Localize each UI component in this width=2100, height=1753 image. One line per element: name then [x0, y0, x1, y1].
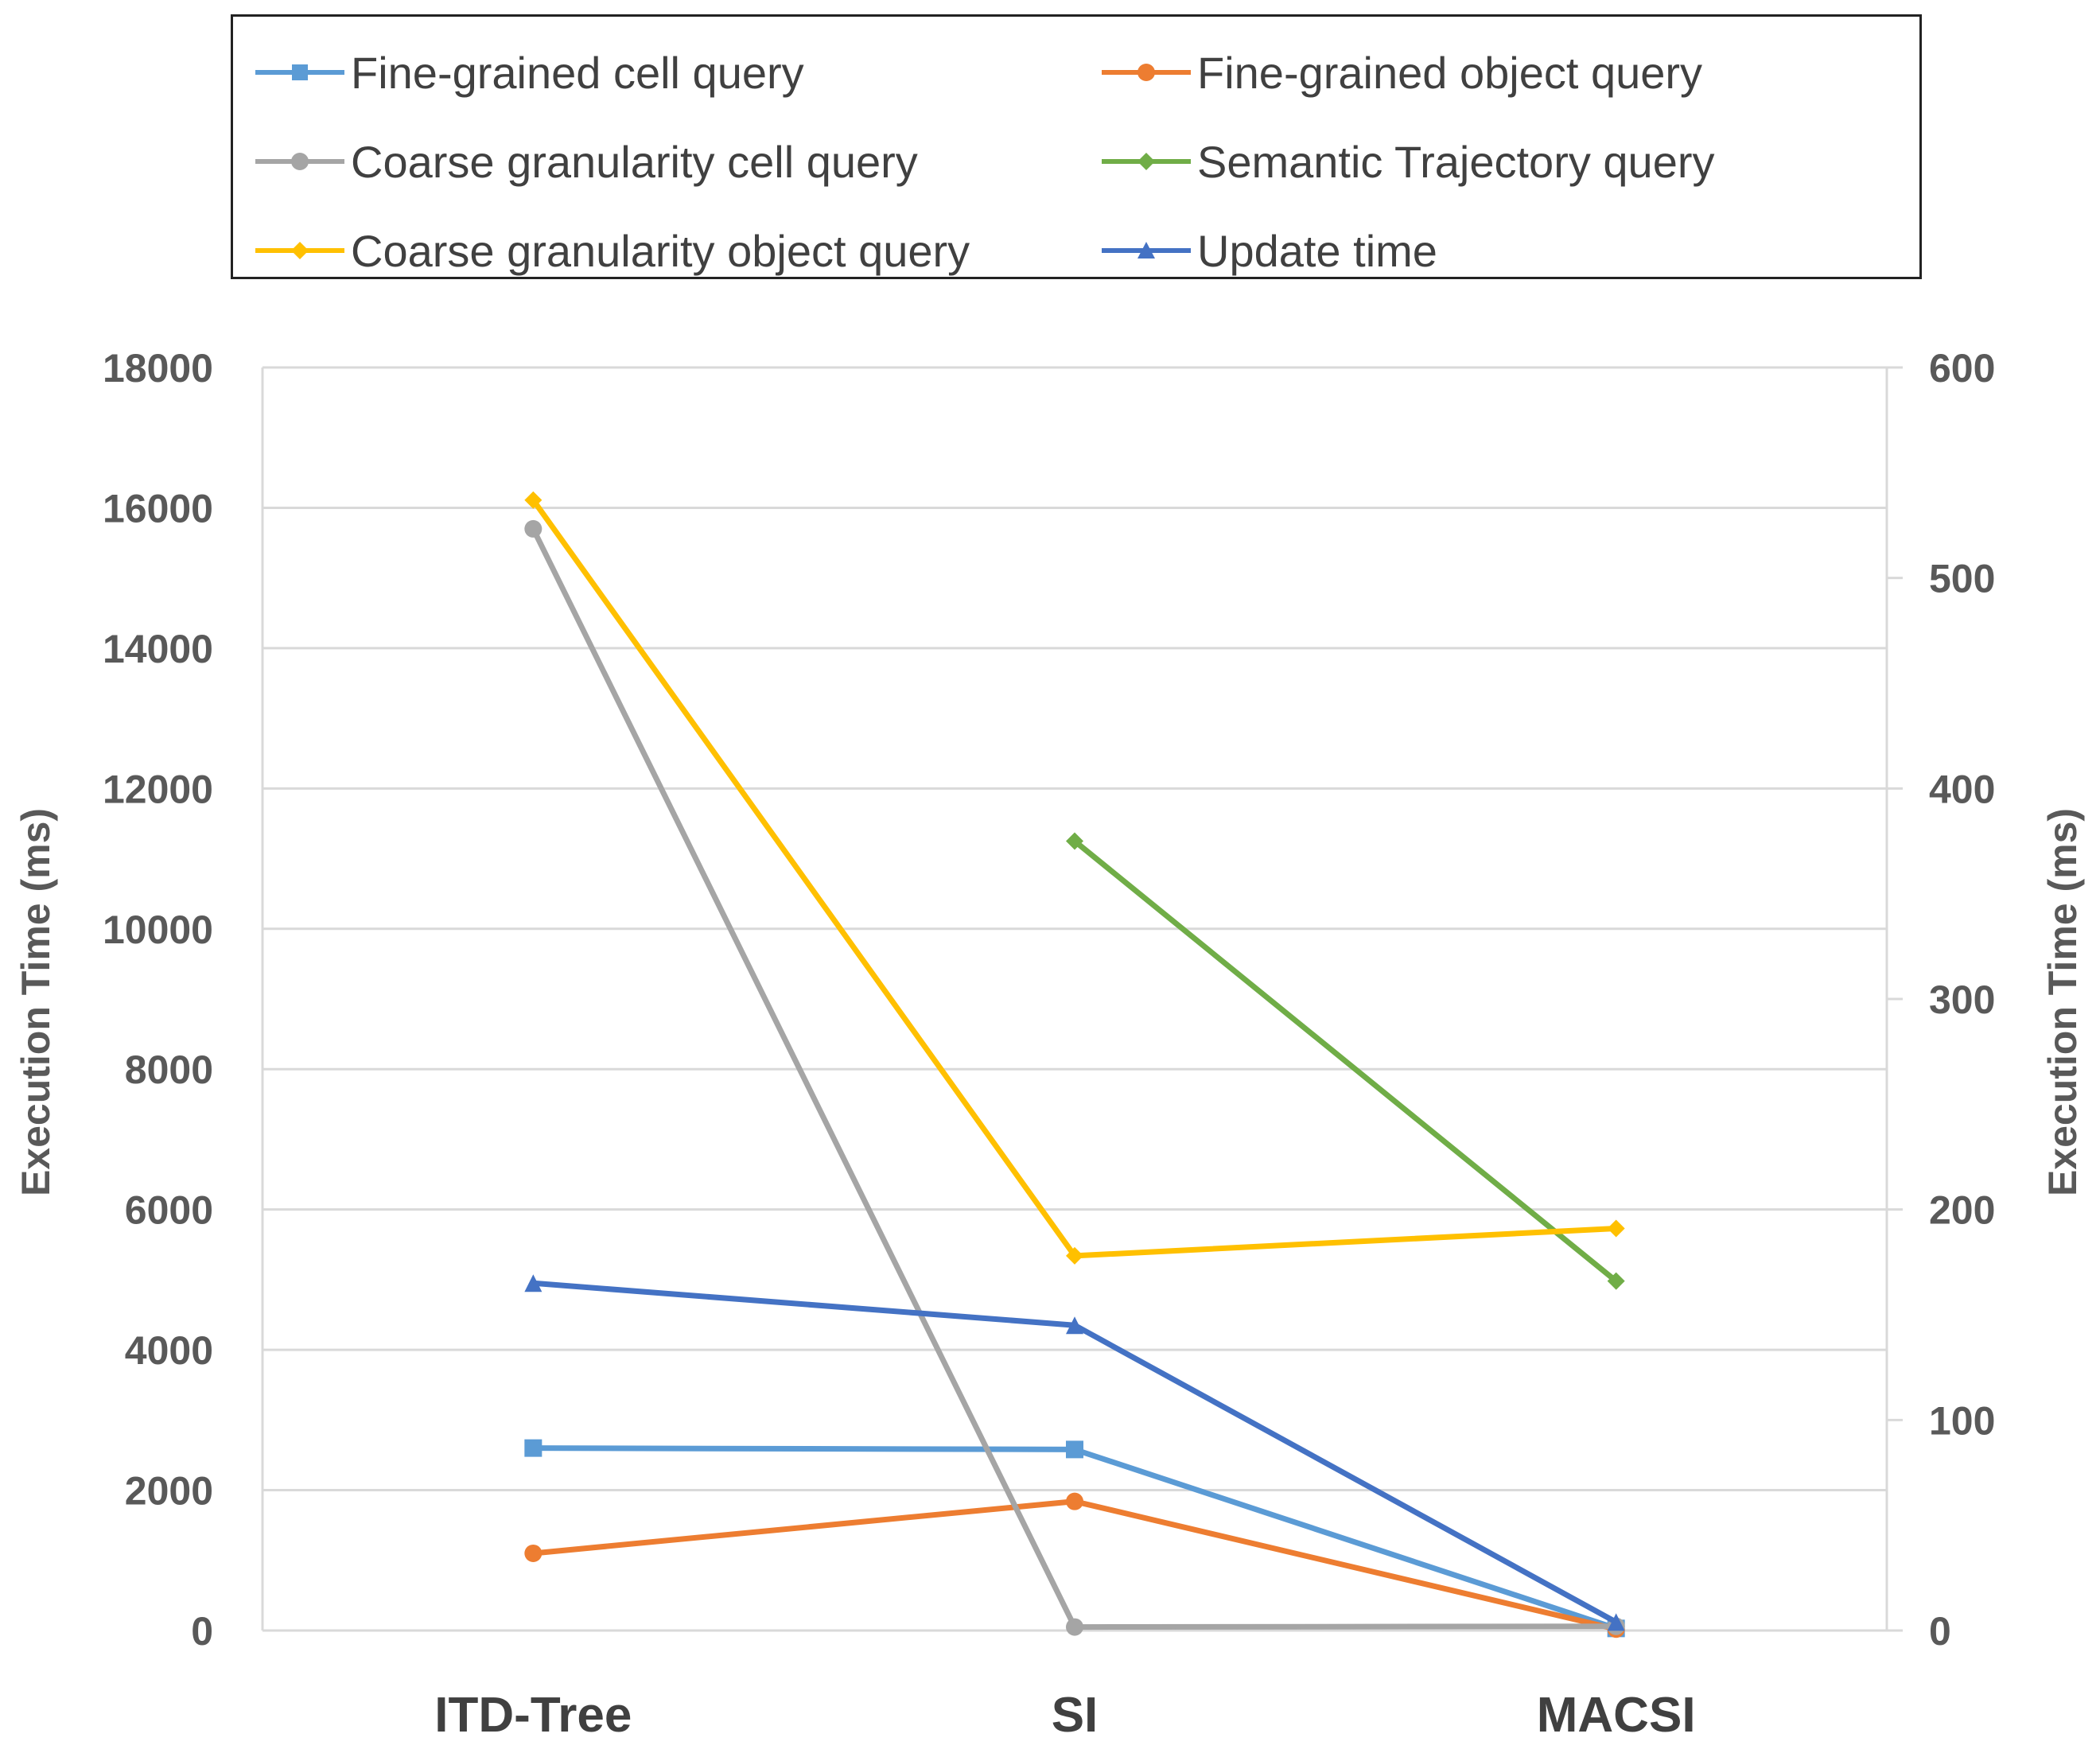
legend-label: Fine-grained object query — [1197, 47, 1703, 98]
data-point-update-time — [1066, 1316, 1083, 1335]
series-line-fine-grained-object-query — [532, 1498, 1617, 1632]
y-right-tick-label: 500 — [1929, 557, 1995, 601]
series-line-semantic-trajectory-query — [1072, 838, 1618, 1284]
data-point-coarse-granularity-object-query — [524, 491, 542, 509]
y-left-tick-label: 2000 — [125, 1469, 213, 1514]
legend-swatch-coarse-granularity-object-query — [255, 242, 344, 259]
series-line-coarse-granularity-cell-query — [531, 527, 1616, 1631]
y-left-tick-label: 16000 — [103, 486, 213, 531]
data-point-update-time — [1607, 1613, 1625, 1631]
data-point-semantic-trajectory-query — [1607, 1272, 1625, 1290]
legend-label: Semantic Trajectory query — [1197, 136, 1715, 187]
data-point-coarse-granularity-cell-query — [1066, 1618, 1083, 1636]
data-point-semantic-trajectory-query — [1066, 832, 1083, 850]
y-right-tick-label: 0 — [1929, 1609, 1951, 1654]
data-point-fine-grained-cell-query — [524, 1439, 542, 1457]
legend-item-fine-grained-object-query: Fine-grained object query — [1102, 41, 1702, 104]
legend-swatch-fine-grained-cell-query — [255, 64, 344, 80]
data-point-fine-grained-cell-query — [1066, 1440, 1083, 1459]
y-right-tick-label: 600 — [1929, 346, 1995, 391]
data-point-coarse-granularity-object-query — [1607, 1219, 1625, 1238]
legend: Fine-grained cell query Fine-grained obj… — [231, 14, 1922, 279]
legend-item-coarse-granularity-cell-query: Coarse granularity cell query — [255, 130, 918, 193]
y-left-tick-label: 4000 — [125, 1328, 213, 1373]
data-point-fine-grained-object-query — [524, 1544, 542, 1562]
data-point-coarse-granularity-object-query — [1066, 1246, 1083, 1265]
legend-swatch-coarse-granularity-cell-query — [255, 153, 344, 170]
y-left-tick-label: 12000 — [103, 767, 213, 811]
series-line-coarse-granularity-object-query — [531, 498, 1616, 1259]
legend-label: Fine-grained cell query — [351, 47, 804, 98]
legend-item-semantic-trajectory-query: Semantic Trajectory query — [1102, 130, 1714, 193]
legend-item-coarse-granularity-object-query: Coarse granularity object query — [255, 219, 970, 282]
axes: 0200040006000800010000120001400016000180… — [103, 346, 1995, 1743]
legend-label: Coarse granularity object query — [351, 225, 970, 276]
legend-label: Coarse granularity cell query — [351, 136, 918, 187]
series — [524, 491, 1625, 1638]
legend-item-fine-grained-cell-query: Fine-grained cell query — [255, 41, 804, 104]
x-category-label: SI — [1052, 1688, 1099, 1743]
y-left-tick-label: 10000 — [103, 908, 213, 952]
x-category-label: ITD-Tree — [434, 1688, 632, 1743]
y-left-tick-label: 6000 — [125, 1188, 213, 1233]
legend-swatch-update-time — [1102, 242, 1191, 258]
legend-item-update-time: Update time — [1102, 219, 1437, 282]
data-point-fine-grained-object-query — [1066, 1492, 1083, 1510]
y-left-tick-label: 8000 — [125, 1048, 213, 1092]
legend-swatch-fine-grained-object-query — [1102, 64, 1191, 81]
y-left-tick-label: 18000 — [103, 346, 213, 391]
y-right-tick-label: 100 — [1929, 1398, 1995, 1443]
y-axis-right-label: Execution Time (ms) — [2040, 808, 2085, 1196]
y-right-tick-label: 300 — [1929, 978, 1995, 1022]
y-left-tick-label: 14000 — [103, 627, 213, 671]
y-left-tick-label: 0 — [191, 1609, 213, 1654]
y-right-tick-label: 200 — [1929, 1188, 1995, 1233]
y-axis-left-label: Execution Time (ms) — [14, 808, 58, 1196]
legend-swatch-semantic-trajectory-query — [1102, 153, 1191, 170]
x-category-label: MACSI — [1537, 1688, 1696, 1743]
legend-label: Update time — [1197, 225, 1437, 276]
y-right-tick-label: 400 — [1929, 767, 1995, 811]
data-point-update-time — [524, 1274, 542, 1292]
data-point-coarse-granularity-cell-query — [524, 519, 542, 538]
